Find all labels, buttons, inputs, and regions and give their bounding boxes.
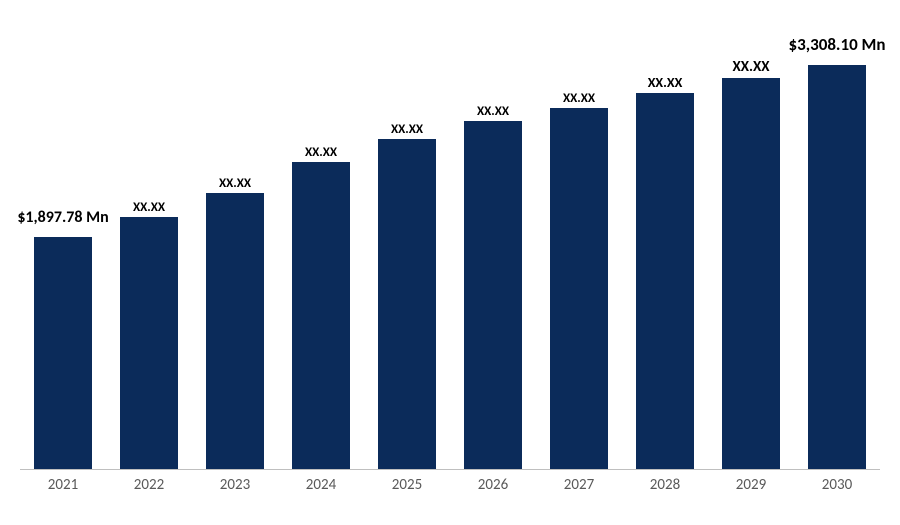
bar-value-label: XX.XX (305, 145, 337, 160)
bar-slot: XX.XX (192, 30, 278, 469)
bar-value-label: XX.XX (219, 176, 251, 191)
x-axis-tick: 2025 (364, 476, 450, 494)
bar-slot: XX.XX (450, 30, 536, 469)
bar-slot: $3,308.10 Mn (794, 30, 880, 469)
bar-slot: XX.XX (364, 30, 450, 469)
x-axis-tick: 2030 (794, 476, 880, 494)
bar-slot: XX.XX (622, 30, 708, 469)
bar (636, 93, 694, 469)
bar-slot: XX.XX (106, 30, 192, 469)
bar (206, 193, 264, 469)
bar-slot: $1,897.78 Mn (20, 30, 106, 469)
bar-value-label: XX.XX (563, 91, 595, 106)
bar (378, 139, 436, 469)
bar (722, 78, 780, 469)
bar-value-label: XX.XX (732, 58, 769, 76)
bar-value-label: XX.XX (477, 104, 509, 119)
x-axis-tick: 2023 (192, 476, 278, 494)
x-axis-tick: 2027 (536, 476, 622, 494)
bar-slot: XX.XX (278, 30, 364, 469)
bar-slot: XX.XX (536, 30, 622, 469)
bar (808, 65, 866, 469)
bar (34, 237, 92, 469)
plot-area: $1,897.78 Mn XX.XX XX.XX XX.XX XX.XX XX.XX XX.… (20, 30, 880, 470)
x-axis-tick: 2029 (708, 476, 794, 494)
bar-value-label: $1,897.78 Mn (17, 208, 108, 227)
x-axis-tick: 2028 (622, 476, 708, 494)
x-axis-tick: 2026 (450, 476, 536, 494)
bar (464, 121, 522, 469)
bar-slot: XX.XX (708, 30, 794, 469)
bar (120, 217, 178, 469)
x-axis-tick: 2024 (278, 476, 364, 494)
x-axis-tick: 2021 (20, 476, 106, 494)
x-axis-tick: 2022 (106, 476, 192, 494)
bar (292, 162, 350, 469)
bar-value-label: XX.XX (648, 74, 683, 91)
bar-value-label: $3,308.10 Mn (788, 34, 885, 55)
x-axis: 2021202220232024202520262027202820292030 (20, 476, 880, 494)
market-size-bar-chart: $1,897.78 Mn XX.XX XX.XX XX.XX XX.XX XX.XX XX.… (0, 0, 900, 525)
bar (550, 108, 608, 469)
bar-value-label: XX.XX (391, 122, 423, 137)
bar-value-label: XX.XX (133, 200, 165, 215)
